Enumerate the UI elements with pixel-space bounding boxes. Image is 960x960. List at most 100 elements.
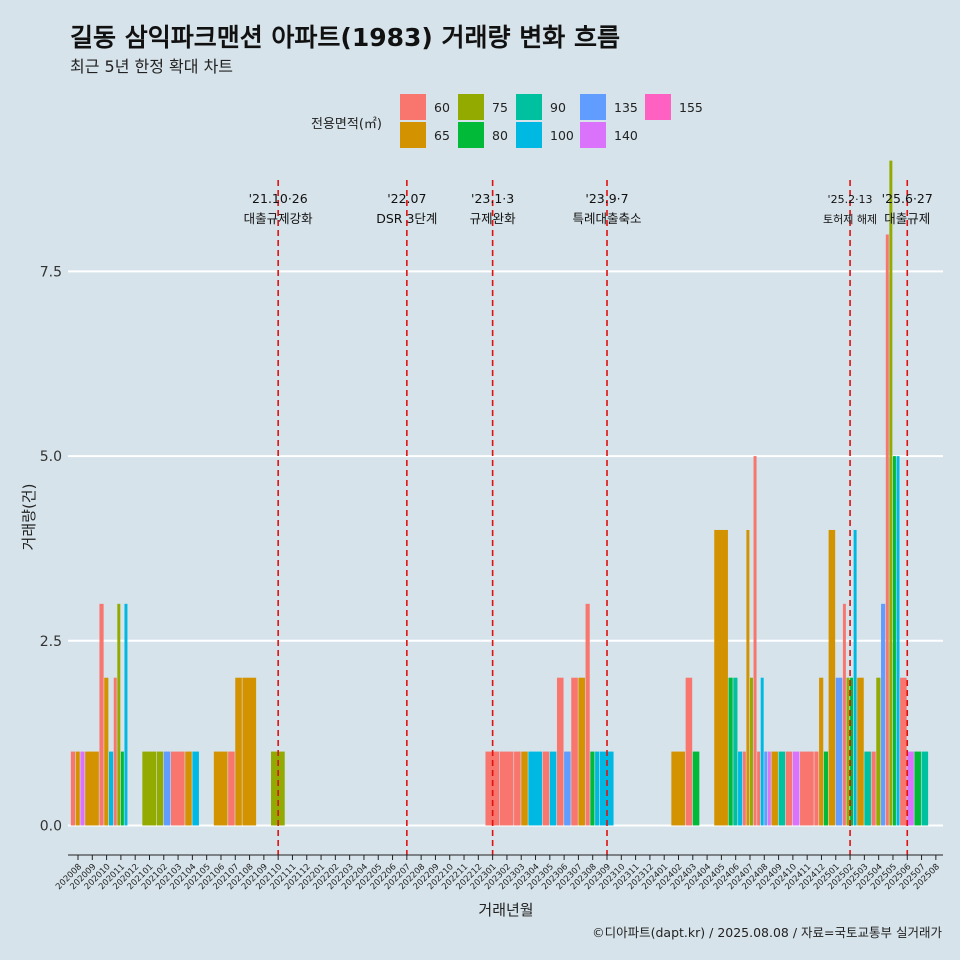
bar-202505-100 (896, 456, 900, 826)
bar-202102-75 (156, 751, 164, 826)
bar-202412-60 (814, 751, 819, 826)
bar-202505-60 (885, 234, 889, 826)
legend-label-60: 60 (434, 100, 450, 115)
chart-subtitle: 최근 5년 한정 확대 차트 (70, 57, 234, 76)
y-tick-label: 2.5 (40, 634, 62, 650)
bar-202507-90 (921, 751, 929, 826)
bar-202107-65 (235, 677, 242, 826)
y-tick-label: 5.0 (40, 449, 62, 465)
legend-swatch-60 (400, 94, 426, 120)
bar-202304-100 (528, 751, 543, 826)
bar-202406-90 (733, 677, 738, 826)
bar-202301-60 (485, 751, 500, 826)
legend-swatch-135 (580, 94, 606, 120)
bar-202303-60 (514, 751, 521, 826)
event-policy-label: 규제완화 (470, 211, 517, 226)
bar-202008-60 (70, 751, 76, 826)
bar-202306-135 (564, 751, 571, 826)
bar-202010-100 (108, 751, 114, 826)
bar-202504-60 (871, 751, 876, 826)
bar-202309-100 (599, 751, 614, 826)
bar-202308-60 (585, 603, 590, 826)
bar-202501-135 (835, 677, 843, 826)
bar-202411-60 (800, 751, 814, 826)
event-date-label: '22.07 (387, 191, 426, 206)
source-footer: ©디아파트(dapt.kr) / 2025.08.08 / 자료=국토교통부 실… (592, 925, 942, 940)
bar-202408-140 (767, 751, 771, 826)
bar-202402-65 (671, 751, 686, 826)
bar-202009-65 (85, 751, 99, 826)
event-policy-label: 대출규제강화 (244, 211, 314, 226)
bar-202502-60 (842, 603, 846, 826)
y-tick-label: 0.0 (40, 818, 62, 834)
legend-swatch-90 (516, 94, 542, 120)
legend-swatch-155 (645, 94, 671, 120)
bar-202305-60 (542, 751, 550, 826)
bar-202305-100 (549, 751, 557, 826)
bar-202110-75 (271, 751, 285, 826)
bar-202412-80 (823, 751, 829, 826)
bar-202303-65 (521, 751, 528, 826)
event-policy-label: 특례대출축소 (573, 211, 642, 226)
bar-202408-60 (757, 751, 761, 826)
y-tick-label: 7.5 (40, 264, 62, 280)
bar-202503-65 (857, 677, 864, 826)
bar-202506-60 (900, 677, 907, 826)
bar-202307-65 (578, 677, 585, 826)
bar-202502-100 (853, 529, 857, 826)
event-date-label: '21.10·26 (249, 191, 308, 206)
bar-202010-65 (104, 677, 109, 826)
event-date-label: '23.1·3 (471, 191, 514, 206)
x-axis-label: 거래년월 (478, 901, 533, 919)
event-date-label: '23.9·7 (585, 191, 628, 206)
bar-202308-80 (590, 751, 595, 826)
legend-title: 전용면적(㎡) (311, 117, 382, 132)
bar-202502-75 (846, 677, 850, 826)
bar-202108-65 (242, 677, 257, 826)
event-policy-label: DSR 3단계 (376, 211, 437, 226)
legend-swatch-65 (400, 122, 426, 148)
event-policy-label: 대출규제 (884, 211, 930, 226)
legend-swatch-140 (580, 122, 606, 148)
bar-202103-60 (170, 751, 185, 826)
legend-swatch-75 (458, 94, 484, 120)
bar-202410-140 (792, 751, 800, 826)
bar-202507-80 (914, 751, 921, 826)
bar-202106-65 (213, 751, 228, 826)
bar-202409-90 (778, 751, 786, 826)
bar-202505-75 (889, 160, 893, 826)
legend-label-75: 75 (492, 100, 508, 115)
grid-layer: 0.0 2.5 5.0 7.5 (40, 264, 943, 834)
legend-label-90: 90 (550, 100, 566, 115)
legend-label-135: 135 (614, 100, 638, 115)
bar-202407-65 (746, 529, 750, 826)
bar-202504-135 (881, 603, 886, 826)
legend-label-140: 140 (614, 128, 638, 143)
axis-layer: 2020082020092020102020112020122021012021… (54, 854, 943, 892)
legend-label-80: 80 (492, 128, 508, 143)
bar-202302-60 (499, 751, 514, 826)
event-layer: '21.10·26 대출규제강화 '22.07 DSR 3단계 '23.1·3 규제완화 '… (244, 180, 933, 855)
bar-202406-100 (738, 751, 743, 826)
bar-202104-100 (192, 751, 199, 826)
bar-202412-65 (819, 677, 824, 826)
bar-202403-80 (692, 751, 700, 826)
bar-202008-65 (75, 751, 80, 826)
bar-202504-75 (876, 677, 881, 826)
bar-202011-75 (117, 603, 121, 826)
legend-label-155: 155 (679, 100, 703, 115)
bar-202010-60 (99, 603, 104, 826)
bar-202407-60 (742, 751, 746, 826)
legend-swatch-100 (516, 122, 542, 148)
bar-202408-135 (764, 751, 768, 826)
event-policy-label: 토허제 해제 (823, 212, 877, 226)
bar-202107-60 (228, 751, 235, 826)
bar-202011-80 (120, 751, 124, 826)
bar-202306-60 (556, 677, 564, 826)
bar-202104-65 (185, 751, 192, 826)
bar-202406-80 (728, 677, 733, 826)
bar-202101-75 (142, 751, 157, 826)
event-date-label: '25.2·13 (828, 193, 873, 206)
bar-202407-60 (753, 456, 757, 826)
legend: 전용면적(㎡) 60 65 75 80 90 100 135 140 155 (311, 94, 703, 148)
